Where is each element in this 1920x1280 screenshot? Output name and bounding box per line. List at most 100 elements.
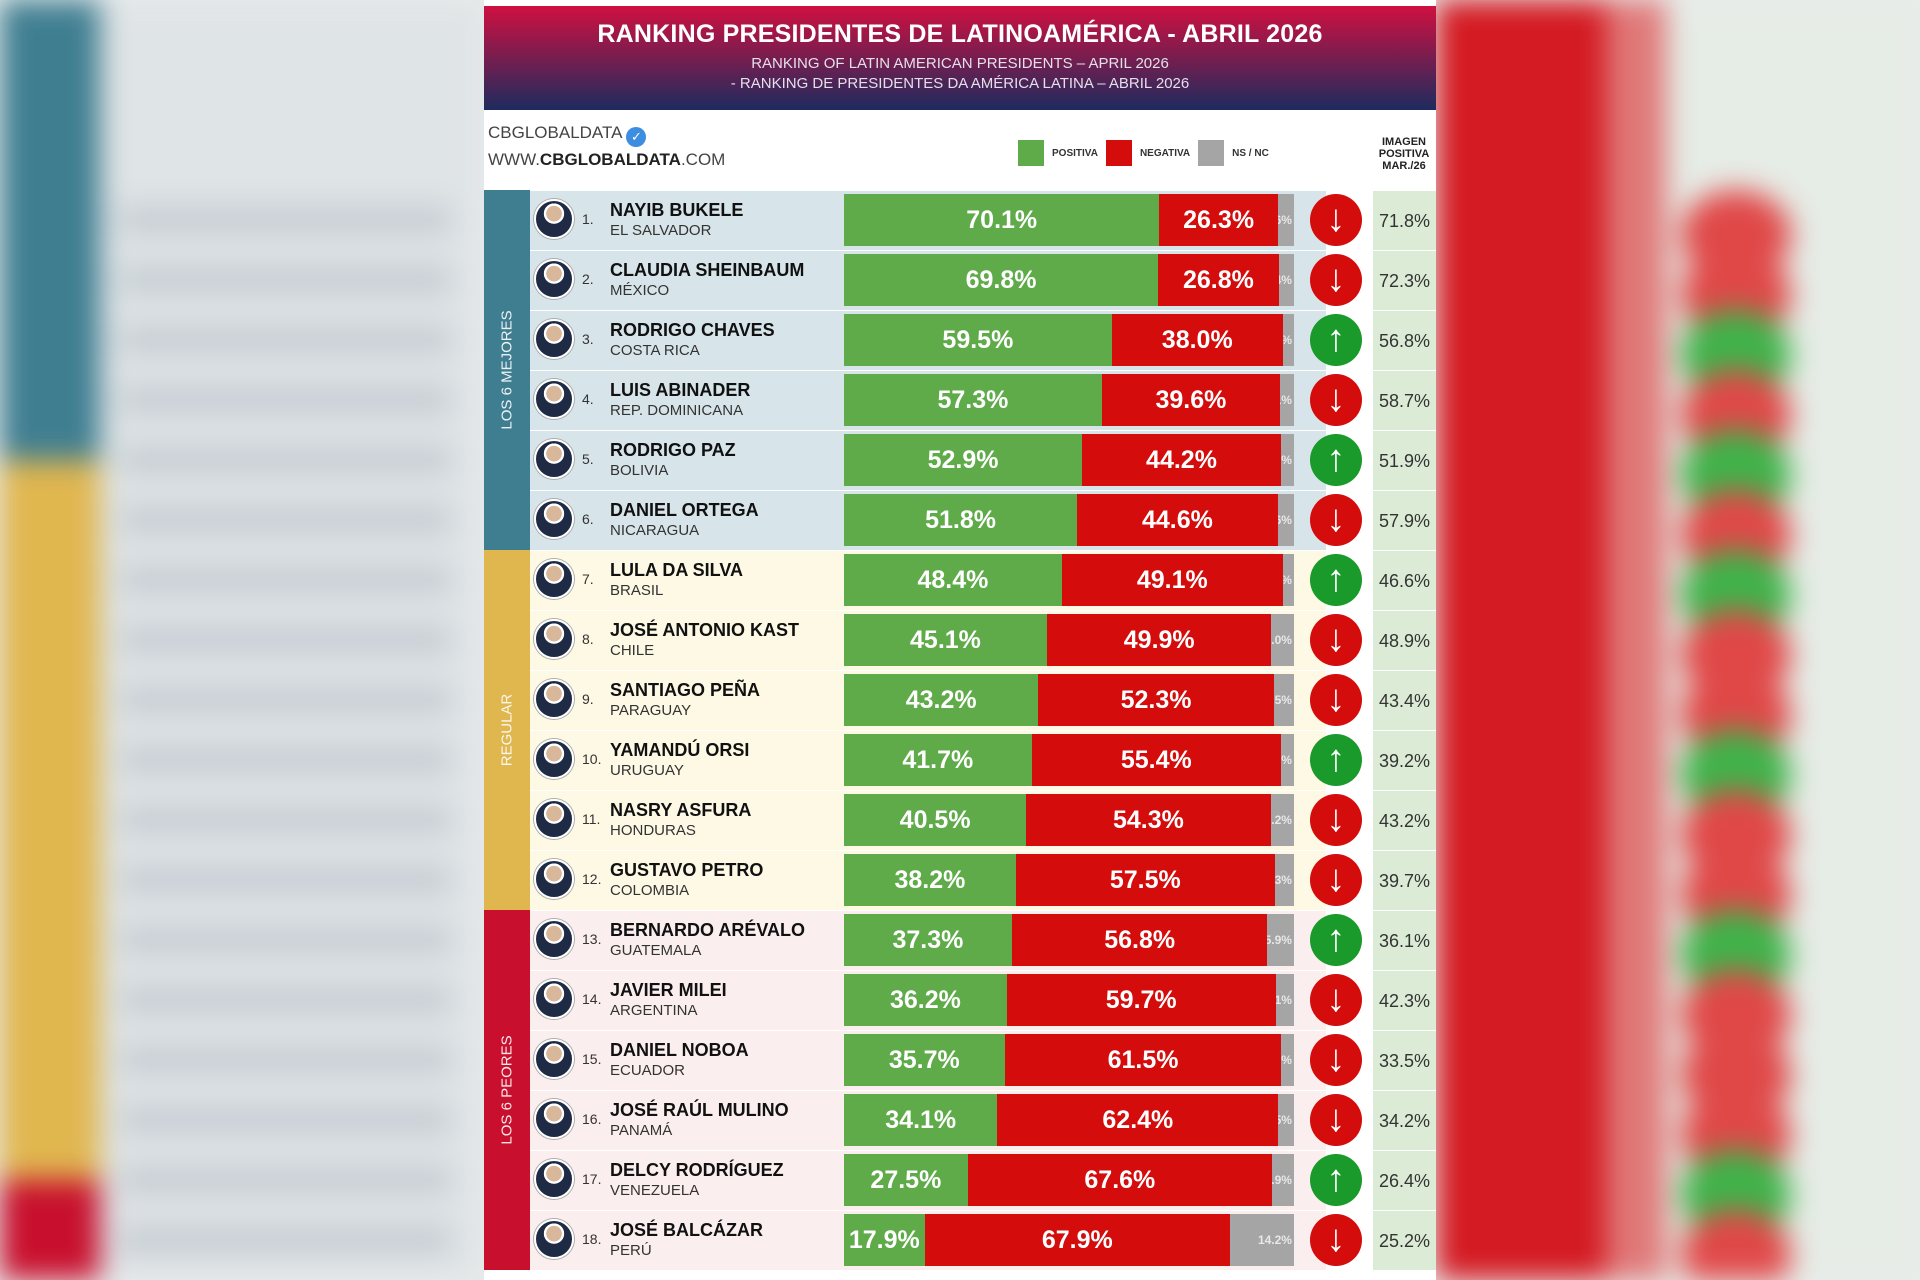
previous-positive-value: 46.6% (1373, 550, 1436, 610)
approval-bar: 69.8% 26.8% 3.4% (844, 254, 1294, 306)
ns-segment: 5.2% (1270, 794, 1294, 846)
negative-segment: 54.3% (1026, 794, 1271, 846)
president-name: DELCY RODRÍGUEZ (610, 1160, 784, 1180)
ns-segment: 5.9% (1267, 914, 1294, 966)
arrow-down-icon: ↓ (1310, 974, 1362, 1026)
arrow-down-icon: ↓ (1310, 794, 1362, 846)
country-name: PERÚ (610, 1242, 652, 1259)
approval-bar: 36.2% 59.7% 4.1% (844, 974, 1294, 1026)
rank-number: 17. (582, 1171, 602, 1187)
ns-value: 3.4% (1279, 273, 1292, 287)
negative-segment: 57.5% (1015, 854, 1275, 906)
arrow-up-icon: ↑ (1310, 554, 1362, 606)
president-name: BERNARDO ARÉVALO (610, 920, 806, 940)
negative-value: 26.3% (1183, 205, 1255, 234)
negative-value: 67.9% (1041, 1225, 1113, 1254)
president-name: JAVIER MILEI (610, 980, 727, 1000)
negative-value: 38.0% (1161, 325, 1233, 354)
approval-bar: 51.8% 44.6% 3.6% (844, 494, 1294, 546)
subtitle-portuguese: - RANKING DE PRESIDENTES DA AMÉRICA LATI… (730, 75, 1190, 92)
president-photo (534, 1219, 574, 1259)
approval-bar: 40.5% 54.3% 5.2% (844, 794, 1294, 846)
positive-segment: 34.1% (844, 1094, 998, 1146)
president-photo (534, 859, 574, 899)
previous-positive-value: 39.7% (1373, 850, 1436, 910)
approval-bar: 43.2% 52.3% 4.5% (844, 674, 1294, 726)
previous-positive-header: IMAGEN POSITIVA MAR./26 (1378, 136, 1430, 172)
president-photo (534, 559, 574, 599)
president-name: DANIEL NOBOA (610, 1040, 749, 1060)
approval-bar: 35.7% 61.5% 2.8% (844, 1034, 1294, 1086)
ns-segment: 4.9% (1271, 1154, 1294, 1206)
country-name: BOLIVIA (610, 462, 669, 479)
legend-swatch (1105, 140, 1132, 166)
ranking-row: 9. SANTIAGO PEÑA PARAGUAY 43.2% 52.3% 4.… (484, 670, 1436, 730)
rank-number: 14. (582, 991, 602, 1007)
president-name: JOSÉ BALCÁZAR (610, 1220, 764, 1240)
ranking-row: 7. LULA DA SILVA BRASIL 48.4% 49.1% 2.5%… (484, 550, 1436, 610)
positive-segment: 36.2% (844, 974, 1007, 1026)
previous-positive-value: 25.2% (1373, 1210, 1436, 1270)
ranking-row: 6. DANIEL ORTEGA NICARAGUA 51.8% 44.6% 3… (484, 490, 1436, 550)
verified-check-icon: ✓ (626, 127, 647, 147)
negative-segment: 62.4% (997, 1094, 1279, 1146)
previous-positive-value: 51.9% (1373, 430, 1436, 490)
ranking-row: 11. NASRY ASFURA HONDURAS 40.5% 54.3% 5.… (484, 790, 1436, 850)
ns-segment: 3.1% (1280, 374, 1294, 426)
legend-label: POSITIVA (1052, 147, 1098, 159)
positive-value: 40.5% (899, 805, 971, 834)
country-name: VENEZUELA (610, 1182, 700, 1199)
arrow-down-icon: ↓ (1310, 254, 1362, 306)
previous-positive-value: 56.8% (1373, 310, 1436, 370)
rank-number: 10. (582, 751, 602, 767)
page-title: RANKING PRESIDENTES DE LATINOAMÉRICA - A… (597, 20, 1323, 48)
ns-value: 3.6% (1277, 213, 1292, 227)
positive-segment: 69.8% (844, 254, 1159, 306)
ranking-row: 4. LUIS ABINADER REP. DOMINICANA 57.3% 3… (484, 370, 1436, 430)
arrow-down-icon: ↓ (1310, 614, 1362, 666)
ns-value: 4.5% (1274, 693, 1292, 707)
president-name: RODRIGO CHAVES (610, 320, 775, 340)
president-name: SANTIAGO PEÑA (610, 680, 761, 700)
president-photo (534, 1099, 574, 1139)
approval-bar: 52.9% 44.2% 2.9% (844, 434, 1294, 486)
country-name: REP. DOMINICANA (610, 402, 744, 419)
group-label-strip: LOS 6 MEJORES (484, 190, 530, 550)
negative-segment: 49.1% (1061, 554, 1283, 606)
legend-swatch (1018, 140, 1044, 166)
ns-value: 2.8% (1281, 1053, 1292, 1067)
negative-value: 62.4% (1102, 1105, 1174, 1134)
negative-segment: 56.8% (1011, 914, 1268, 966)
approval-bar: 34.1% 62.4% 3.5% (844, 1094, 1294, 1146)
ns-segment: 4.5% (1273, 674, 1294, 726)
negative-segment: 26.3% (1159, 194, 1278, 246)
ranking-panel: RANKING PRESIDENTES DE LATINOAMÉRICA - A… (484, 0, 1436, 1280)
president-photo (534, 379, 574, 419)
negative-value: 54.3% (1112, 805, 1184, 834)
president-photo (534, 919, 574, 959)
arrow-down-icon: ↓ (1310, 674, 1362, 726)
country-name: ECUADOR (610, 1062, 686, 1079)
negative-segment: 55.4% (1031, 734, 1281, 786)
positive-value: 43.2% (905, 685, 977, 714)
president-name: RODRIGO PAZ (610, 440, 736, 460)
country-name: MÉXICO (610, 282, 670, 299)
ns-value: 4.9% (1272, 1173, 1292, 1187)
ranking-row: 12. GUSTAVO PETRO COLOMBIA 38.2% 57.5% 4… (484, 850, 1436, 910)
ns-value: 2.5% (1283, 573, 1294, 587)
president-photo (534, 799, 574, 839)
ranking-row: 8. JOSÉ ANTONIO KAST CHILE 45.1% 49.9% 5… (484, 610, 1436, 670)
group-label-strip: LOS 6 PEORES (484, 910, 530, 1270)
rank-number: 13. (582, 931, 602, 947)
arrow-up-icon: ↑ (1310, 1154, 1362, 1206)
negative-segment: 49.9% (1046, 614, 1272, 666)
arrow-up-icon: ↑ (1310, 434, 1362, 486)
ranking-row: 14. JAVIER MILEI ARGENTINA 36.2% 59.7% 4… (484, 970, 1436, 1030)
ranking-row: 13. BERNARDO ARÉVALO GUATEMALA 37.3% 56.… (484, 910, 1436, 970)
arrow-down-icon: ↓ (1310, 494, 1362, 546)
ns-segment: 2.5% (1282, 314, 1294, 366)
ranking-row: 15. DANIEL NOBOA ECUADOR 35.7% 61.5% 2.8… (484, 1030, 1436, 1090)
arrow-up-icon: ↑ (1310, 914, 1362, 966)
positive-segment: 51.8% (844, 494, 1078, 546)
negative-segment: 38.0% (1111, 314, 1283, 366)
